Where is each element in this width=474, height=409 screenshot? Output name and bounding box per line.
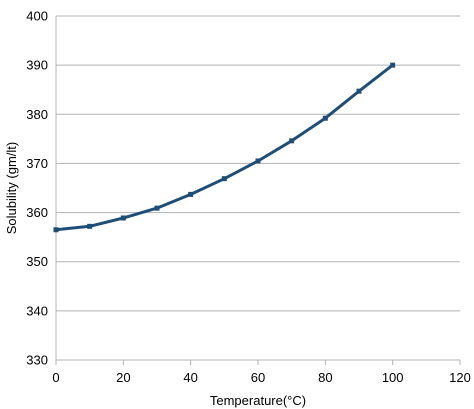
data-point xyxy=(87,223,93,229)
y-tick-label: 400 xyxy=(26,9,48,24)
y-tick-label: 330 xyxy=(26,353,48,368)
data-point xyxy=(289,138,295,144)
x-tick-label: 100 xyxy=(382,370,404,385)
y-tick-label: 370 xyxy=(26,156,48,171)
x-tick-labels: 0 20 40 60 80 100 120 xyxy=(52,370,470,385)
x-axis-title: Temperature(°C) xyxy=(210,393,306,408)
y-tick-label: 350 xyxy=(26,254,48,269)
x-tick-label: 60 xyxy=(251,370,265,385)
series-line xyxy=(55,63,394,232)
data-point xyxy=(255,158,261,164)
data-point xyxy=(356,88,362,94)
y-tick-label: 380 xyxy=(26,107,48,122)
y-tick-labels: 330 340 350 360 370 380 390 400 xyxy=(26,9,48,368)
horizontal-gridlines xyxy=(56,15,460,361)
axes xyxy=(55,16,461,365)
y-tick-label: 390 xyxy=(26,58,48,73)
data-point xyxy=(188,191,194,197)
x-tick-label: 0 xyxy=(52,370,59,385)
y-tick-label: 360 xyxy=(26,205,48,220)
y-axis-title: Solubility (gm/lt) xyxy=(4,142,19,234)
y-tick-label: 340 xyxy=(26,303,48,318)
data-point xyxy=(221,176,227,182)
data-point xyxy=(53,227,59,233)
x-tick-label: 120 xyxy=(449,370,471,385)
x-tick-label: 20 xyxy=(116,370,130,385)
x-tick-label: 40 xyxy=(183,370,197,385)
data-point xyxy=(390,62,396,68)
data-series xyxy=(53,62,396,233)
data-point xyxy=(120,215,126,221)
data-point xyxy=(154,205,160,211)
data-point xyxy=(322,115,328,121)
x-tick-label: 80 xyxy=(318,370,332,385)
